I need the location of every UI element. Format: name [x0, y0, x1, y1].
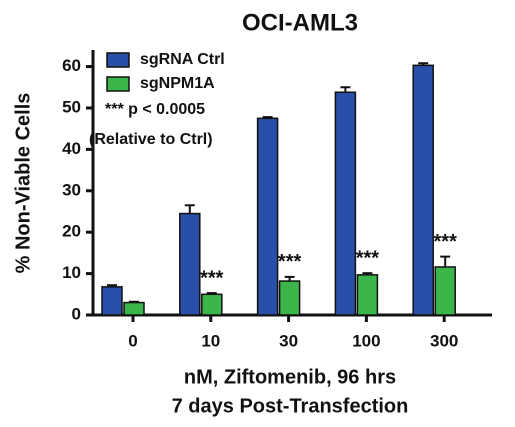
x-tick-label: 100: [352, 331, 380, 350]
bar: [123, 301, 145, 316]
significance-label: ***: [200, 267, 224, 289]
bar: [356, 274, 379, 316]
y-tick-label: 40: [62, 139, 81, 158]
y-tick-label: 10: [62, 263, 81, 282]
y-axis-label: % Non-Viable Cells: [12, 93, 34, 274]
bar: [278, 280, 301, 316]
significance-label: ***: [434, 231, 458, 253]
bar: [412, 64, 434, 316]
bar: [334, 91, 357, 316]
significance-label: ***: [356, 247, 380, 269]
bar: [434, 266, 456, 316]
legend-swatch: [106, 76, 130, 92]
x-axis-label: nM, Ziftomenib, 96 hrs: [184, 366, 396, 388]
bar: [256, 117, 279, 316]
bar: [179, 212, 201, 316]
x-tick-label: 10: [201, 331, 220, 350]
annotation: *** p < 0.0005: [105, 101, 205, 118]
legend-swatch: [106, 52, 130, 68]
legend-label: sgRNA Ctrl: [140, 51, 225, 68]
y-tick-label: 0: [72, 304, 81, 323]
y-tick-label: 60: [62, 56, 81, 75]
x-tick-label: 300: [430, 331, 458, 350]
x-tick-label: 0: [128, 331, 137, 350]
bar: [201, 293, 223, 316]
y-tick-label: 30: [62, 180, 81, 199]
legend-label: sgNPM1A: [140, 75, 215, 92]
y-tick-label: 20: [62, 222, 81, 241]
bar: [101, 286, 123, 316]
chart-title: OCI-AML3: [242, 9, 358, 36]
y-tick-label: 50: [62, 97, 81, 116]
x-tick-label: 30: [279, 331, 298, 350]
x-axis-label: 7 days Post-Transfection: [172, 395, 409, 417]
annotation: (Relative to Ctrl): [89, 131, 213, 148]
significance-label: ***: [278, 251, 302, 273]
